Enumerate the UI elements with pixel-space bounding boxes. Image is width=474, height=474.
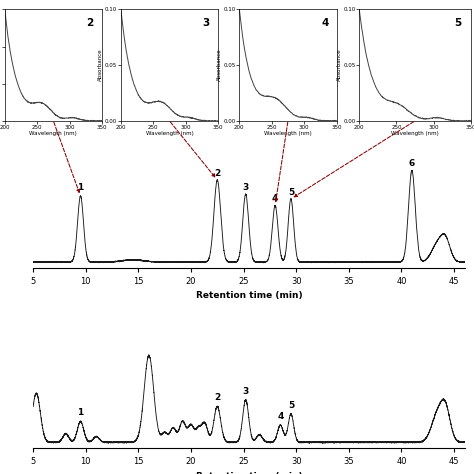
Text: 6: 6: [409, 159, 415, 168]
X-axis label: Wavelength (nm): Wavelength (nm): [264, 131, 312, 136]
Text: 5: 5: [454, 18, 461, 28]
X-axis label: Wavelength (nm): Wavelength (nm): [29, 131, 77, 136]
Y-axis label: Absorbance: Absorbance: [217, 49, 222, 82]
Text: 2: 2: [214, 169, 220, 178]
Text: 4: 4: [277, 412, 283, 421]
X-axis label: Retention time (min): Retention time (min): [196, 292, 302, 301]
Text: 5: 5: [288, 401, 294, 410]
Text: 2: 2: [214, 393, 220, 402]
Y-axis label: Absorbance: Absorbance: [337, 49, 342, 82]
Y-axis label: Absorbance: Absorbance: [98, 49, 103, 82]
Text: 3: 3: [243, 386, 249, 395]
X-axis label: Retention time (min): Retention time (min): [196, 472, 302, 474]
Text: 4: 4: [272, 194, 278, 203]
X-axis label: Wavelength (nm): Wavelength (nm): [391, 131, 439, 136]
Text: 2: 2: [87, 18, 94, 28]
Text: 3: 3: [243, 183, 249, 192]
Text: 1: 1: [77, 408, 83, 417]
Text: 4: 4: [321, 18, 328, 28]
Text: 1: 1: [77, 183, 83, 192]
X-axis label: Wavelength (nm): Wavelength (nm): [146, 131, 193, 136]
Text: 5: 5: [288, 188, 294, 197]
Text: 3: 3: [203, 18, 210, 28]
